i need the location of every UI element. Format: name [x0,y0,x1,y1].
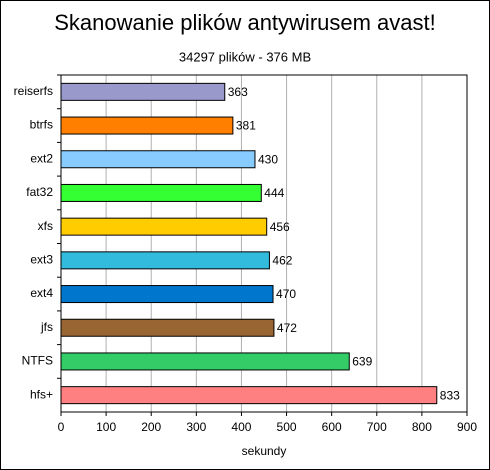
value-label: 472 [277,321,297,335]
y-tick-label: fat32 [26,185,53,199]
value-label: 470 [276,287,296,301]
x-tick-label: 300 [186,420,206,434]
x-tick-label: 0 [58,420,65,434]
x-tick-label: 400 [231,420,251,434]
bar [60,150,256,169]
bar [60,352,350,371]
chart-title: Skanowanie plików antywirusem avast! [54,10,436,35]
bar [60,386,438,405]
x-tick-label: 800 [412,420,432,434]
y-tick-label: NTFS [22,354,53,368]
value-label: 381 [236,119,256,133]
y-tick-label: hfs+ [30,387,53,401]
bar [60,318,275,337]
value-label: 456 [270,220,290,234]
y-tick-label: xfs [38,219,53,233]
chart-subtitle: 34297 plików - 376 MB [179,49,311,64]
bar [60,183,262,202]
value-label: 639 [352,355,372,369]
x-tick-label: 900 [457,420,477,434]
bar [60,251,270,270]
value-label: 833 [440,388,460,402]
value-label: 363 [228,85,248,99]
y-tick-label: reiserfs [14,84,53,98]
y-tick-label: jfs [40,320,53,334]
y-tick-label: btrfs [30,118,53,132]
x-tick-label: 700 [367,420,387,434]
bar [60,116,234,135]
x-axis-label: sekundy [242,444,287,458]
x-tick-label: 200 [141,420,161,434]
bar [60,82,226,101]
x-tick-label: 600 [322,420,342,434]
x-tick-label: 500 [277,420,297,434]
bar [60,217,268,236]
y-tick-label: ext3 [30,253,53,267]
value-label: 444 [264,186,284,200]
bar [60,285,274,304]
x-tick-label: 100 [96,420,116,434]
y-tick-label: ext2 [30,151,53,165]
value-label: 462 [272,254,292,268]
value-label: 430 [258,152,278,166]
y-tick-label: ext4 [30,286,53,300]
